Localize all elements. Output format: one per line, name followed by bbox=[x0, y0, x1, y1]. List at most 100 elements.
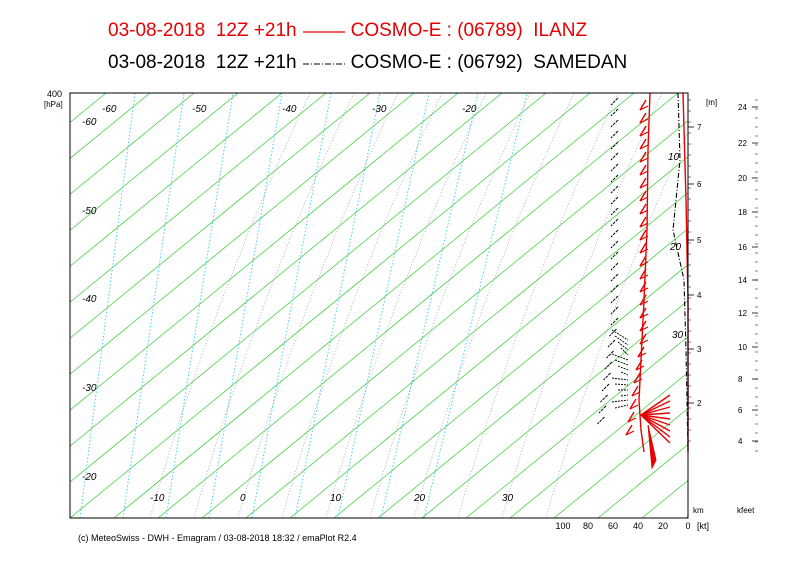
ilanz-wind-barb-flag bbox=[639, 274, 649, 280]
wind-barbs bbox=[597, 92, 689, 470]
ilanz-wind-barb bbox=[637, 346, 645, 358]
kfeet-tick-label: 6 bbox=[738, 406, 743, 415]
dry-adiabat-line bbox=[70, 93, 371, 339]
samedan-wind-barb bbox=[609, 328, 617, 337]
grid-layer bbox=[0, 93, 800, 518]
ilanz-wind-barb bbox=[639, 229, 647, 241]
samedan-wind-barb bbox=[610, 251, 619, 260]
samedan-wind-barb-cluster bbox=[617, 341, 629, 351]
ilanz-wind-barb bbox=[639, 203, 647, 215]
samedan-wind-barb bbox=[607, 339, 616, 348]
legend-swatch-ilanz bbox=[301, 24, 347, 38]
ilanz-wind-barb-fan bbox=[640, 414, 671, 420]
samedan-wind-barb bbox=[610, 284, 619, 293]
samedan-wind-barb bbox=[610, 306, 619, 315]
ilanz-wind-barb bbox=[639, 177, 647, 189]
moist-adiabat-line bbox=[193, 93, 355, 518]
header-line-ilanz: 03-08-2018 12Z +21h COSMO-E : (06789) ILA… bbox=[108, 20, 587, 42]
dry-adiabat-line bbox=[421, 300, 688, 518]
ilanz-wind-barb bbox=[639, 307, 647, 319]
temperature-label-left: -30 bbox=[82, 383, 97, 394]
temperature-label-top: -60 bbox=[102, 104, 117, 115]
samedan-wind-barb bbox=[597, 416, 605, 425]
height-tick-label: 6 bbox=[697, 180, 702, 189]
kfeet-tick-label: 10 bbox=[738, 343, 747, 352]
ilanz-wind-barb-flag bbox=[629, 404, 639, 410]
samedan-wind-barb bbox=[600, 394, 608, 403]
ilanz-wind-barb-flag bbox=[637, 352, 647, 358]
ilanz-wind-barb-flag bbox=[639, 326, 649, 332]
temperature-label-bottom: 30 bbox=[502, 493, 514, 504]
ilanz-wind-barb-fan bbox=[640, 406, 671, 416]
ilanz-wind-barb bbox=[639, 255, 647, 267]
header-model-1: COSMO-E : (06789) bbox=[350, 20, 523, 41]
temperature-label-left: -60 bbox=[82, 117, 97, 128]
kfeet-tick-label: 24 bbox=[738, 103, 747, 112]
samedan-wind-barb bbox=[598, 405, 607, 414]
samedan-wind-barb bbox=[610, 185, 619, 194]
samedan-wind-barb bbox=[610, 207, 619, 216]
wind-tick-label: 0 bbox=[685, 521, 690, 531]
ilanz-wind-barb-fan bbox=[640, 414, 671, 432]
header-station-2: SAMEDAN bbox=[533, 52, 628, 73]
kfeet-tick-label: 20 bbox=[738, 174, 747, 183]
ilanz-wind-barb-fan bbox=[640, 400, 671, 416]
ilanz-wind-barb-flag bbox=[639, 261, 649, 267]
samedan-wind-barb-cluster bbox=[611, 353, 629, 361]
dry-adiabat-line bbox=[730, 93, 800, 518]
temperature-label-left: -20 bbox=[82, 472, 97, 483]
dry-adiabat-line bbox=[774, 93, 800, 518]
wind-speed-label: 10 bbox=[668, 152, 680, 163]
header-date-2: 03-08-2018 bbox=[108, 52, 206, 73]
dry-adiabat-line bbox=[289, 192, 688, 518]
ilanz-wind-barb-flag bbox=[639, 196, 649, 202]
temperature-label-top: -30 bbox=[372, 104, 387, 115]
dry-adiabat-line bbox=[641, 479, 688, 518]
samedan-wind-barb bbox=[610, 163, 619, 172]
samedan-wind-barb-cluster bbox=[620, 394, 629, 397]
samedan-wind-barb bbox=[610, 97, 619, 106]
wind-tick-label: 80 bbox=[583, 521, 593, 531]
ilanz-wind-barb bbox=[635, 359, 643, 371]
height-tick-label: 7 bbox=[697, 123, 702, 132]
legend-swatch-samedan bbox=[301, 56, 347, 70]
temperature-label-top: -20 bbox=[462, 104, 477, 115]
temperature-label-left: -40 bbox=[82, 294, 97, 305]
ilanz-wind-barb-flag bbox=[639, 222, 649, 228]
ilanz-wind-barb bbox=[639, 242, 647, 254]
dry-adiabat-line bbox=[509, 372, 688, 518]
samedan-wind-barb bbox=[610, 295, 619, 304]
wind-tick-label: 40 bbox=[633, 521, 643, 531]
ilanz-wind-barb-flag bbox=[631, 391, 641, 397]
mixing-ratio-line bbox=[337, 93, 430, 518]
samedan-wind-barb bbox=[610, 152, 619, 161]
moist-adiabat-line bbox=[325, 93, 487, 518]
ilanz-wind-barb bbox=[639, 333, 647, 345]
header-model-2: COSMO-E : (06792) bbox=[350, 52, 523, 73]
dry-adiabat-line bbox=[0, 93, 62, 518]
dry-adiabat-line bbox=[157, 93, 679, 518]
kfeet-axis-label: kfeet bbox=[737, 506, 755, 515]
samedan-wind-barb bbox=[603, 372, 611, 381]
kfeet-tick-label: 4 bbox=[738, 437, 743, 446]
samedan-wind-barb bbox=[610, 240, 619, 249]
moist-adiabat-line bbox=[457, 93, 619, 518]
wind-units-label: [kt] bbox=[697, 521, 709, 531]
ilanz-wind-barb bbox=[639, 190, 647, 202]
ilanz-wind-barb-flag bbox=[639, 235, 649, 241]
header-run-1: 12Z +21h bbox=[215, 20, 297, 41]
ilanz-wind-barb-flag bbox=[639, 313, 649, 319]
mixing-ratio-line bbox=[294, 93, 381, 518]
temperature-label-left: -50 bbox=[82, 206, 97, 217]
moist-adiabat-line bbox=[237, 93, 399, 518]
mixing-ratio-line bbox=[165, 93, 234, 518]
samedan-wind-barb bbox=[610, 273, 619, 282]
ilanz-wind-pennant bbox=[647, 424, 657, 470]
dry-adiabat-line bbox=[70, 93, 283, 267]
dry-adiabat-line bbox=[597, 443, 688, 518]
mixing-ratio-line bbox=[208, 93, 283, 518]
temperature-label-bottom: 20 bbox=[413, 493, 426, 504]
ilanz-wind-barb-flag bbox=[639, 157, 649, 163]
ilanz-wind-barb-fan bbox=[640, 414, 671, 438]
moist-adiabat-line bbox=[413, 93, 575, 518]
